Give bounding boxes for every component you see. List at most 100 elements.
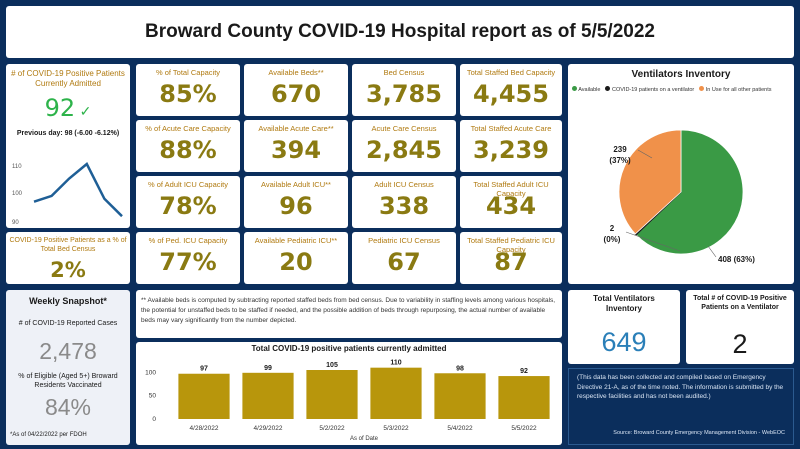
- metric-value: 88%: [159, 136, 217, 164]
- pie-slice: [618, 129, 682, 235]
- total-ventilators-value: 649: [601, 327, 647, 357]
- checkmark-icon: ✓: [79, 103, 92, 119]
- metric-card: Total Staffed Bed Capacity 4,455: [460, 64, 562, 116]
- metric-label: Total Staffed Acute Care: [470, 124, 552, 133]
- legend-dot-available: [572, 86, 577, 91]
- metric-value: 85%: [159, 80, 217, 108]
- bar-y-tick-label: 50: [149, 393, 157, 400]
- metric-card: Adult ICU Census 338: [352, 176, 456, 228]
- total-ventilators-card: Total Ventilators Inventory 649: [568, 290, 680, 364]
- legend-label-other: In Use for all other patients: [705, 87, 772, 93]
- metric-card: % of Adult ICU Capacity 78%: [136, 176, 240, 228]
- metric-label: Available Pediatric ICU**: [254, 236, 338, 245]
- vaccinated-value: 84%: [44, 394, 92, 420]
- source-text: Source: Broward County Emergency Managem…: [613, 430, 785, 436]
- bar: [242, 372, 294, 419]
- bar: [370, 367, 422, 419]
- metric-label: Available Adult ICU**: [261, 180, 331, 189]
- metric-value: 3,239: [473, 136, 549, 164]
- metric-card: Acute Care Census 2,845: [352, 120, 456, 172]
- previous-day-text: Previous day: 98 (-6.00 -6.12%): [16, 130, 120, 137]
- metric-card: Bed Census 3,785: [352, 64, 456, 116]
- ventilators-card: Ventilators Inventory Available COVID-19…: [568, 64, 794, 284]
- bar-category-label: 4/29/2022: [254, 425, 283, 432]
- metric-label: Total Staffed Bed Capacity: [466, 68, 556, 77]
- covid-ventilator-card: Total # of COVID-19 Positive Patients on…: [686, 290, 794, 364]
- legend-item-covid: COVID-19 patients on a ventilator: [605, 86, 694, 93]
- metric-value: 20: [279, 248, 313, 276]
- percent-census-card: COVID-19 Positive Patients as a % of Tot…: [6, 232, 130, 284]
- bar-y-tick-label: 100: [145, 369, 156, 376]
- metric-value: 394: [270, 136, 322, 164]
- metric-value: 67: [387, 248, 421, 276]
- metric-label: Total Staffed Pediatric ICU Capacity: [467, 236, 555, 254]
- available-beds-note-card: ** Available beds is computed by subtrac…: [136, 290, 562, 338]
- legend-label-available: Available: [578, 87, 601, 93]
- metric-value: 670: [270, 80, 322, 108]
- report-title-bar: Broward County COVID-19 Hospital report …: [6, 6, 794, 58]
- cases-label: # of COVID-19 Reported Cases: [18, 320, 118, 327]
- metric-value: 434: [485, 192, 537, 220]
- bar-chart-title: Total COVID-19 positive patients current…: [251, 344, 447, 353]
- metric-value: 338: [378, 192, 430, 220]
- ventilators-title: Ventilators Inventory: [631, 69, 731, 80]
- bar: [498, 376, 550, 419]
- metric-card: Total Staffed Pediatric ICU Capacity 87: [460, 232, 562, 284]
- admitted-trend-chart: 110 100 90: [12, 162, 123, 226]
- bar-y-tick-label: 0: [152, 416, 156, 423]
- admitted-card: # of COVID-19 Positive Patients Currentl…: [6, 64, 130, 228]
- admitted-bar-chart-card: Total COVID-19 positive patients current…: [136, 342, 562, 445]
- covid-ventilator-label: Total # of COVID-19 Positive Patients on…: [693, 295, 787, 311]
- trend-tick-100: 100: [12, 191, 23, 197]
- bar: [178, 373, 230, 419]
- percent-census-value: 2%: [50, 258, 86, 282]
- metric-card: Total Staffed Acute Care 3,239: [460, 120, 562, 172]
- admitted-label: # of COVID-19 Positive Patients Currentl…: [11, 69, 125, 88]
- metric-value: 4,455: [473, 80, 549, 108]
- total-ventilators-label: Total Ventilators Inventory: [593, 294, 655, 313]
- metric-label: % of Ped. ICU Capacity: [148, 236, 228, 245]
- trend-line: [33, 162, 123, 218]
- metric-label: Adult ICU Census: [374, 180, 434, 189]
- metric-card: Total Staffed Adult ICU Capacity 434: [460, 176, 562, 228]
- ventilators-pie-chart: 408 (63%) 2 (0%) 239 (37%): [604, 129, 755, 264]
- bar: [306, 370, 358, 419]
- metric-label: % of Total Capacity: [155, 68, 221, 77]
- bar-category-label: 4/28/2022: [190, 425, 219, 432]
- admitted-value: 92: [44, 94, 76, 122]
- bar-value-label: 92: [520, 368, 528, 375]
- pie-leader-line: [637, 149, 653, 159]
- trend-tick-110: 110: [12, 164, 22, 170]
- weekly-footnote: *As of 04/22/2022 per FDOH: [10, 432, 87, 438]
- ventilators-legend: Available COVID-19 patients on a ventila…: [572, 86, 792, 93]
- metric-card: % of Total Capacity 85%: [136, 64, 240, 116]
- bar-value-label: 110: [390, 360, 401, 367]
- percent-census-label: COVID-19 Positive Patients as a % of Tot…: [9, 237, 127, 253]
- metric-label: Available Beds**: [268, 68, 324, 77]
- disclaimer-panel: (This data has been collected and compil…: [568, 368, 794, 445]
- metric-card: % of Acute Care Capacity 88%: [136, 120, 240, 172]
- pie-slice-label: 408 (63%): [718, 255, 755, 264]
- bar-value-label: 98: [456, 365, 464, 372]
- bar-category-label: 5/4/2022: [447, 425, 473, 432]
- bar-category-label: 5/5/2022: [511, 425, 537, 432]
- metric-label: % of Acute Care Capacity: [145, 124, 231, 133]
- trend-tick-90: 90: [12, 220, 19, 226]
- bar-value-label: 99: [264, 365, 272, 372]
- weekly-title: Weekly Snapshot*: [29, 296, 107, 306]
- metric-card: Pediatric ICU Census 67: [352, 232, 456, 284]
- pie-slice-label: (0%): [604, 235, 621, 244]
- bar: [434, 373, 486, 419]
- pie-slice: [635, 129, 744, 255]
- metric-label: Bed Census: [383, 68, 425, 77]
- metric-label: Total Staffed Adult ICU Capacity: [473, 180, 549, 198]
- bar-value-label: 105: [326, 362, 338, 369]
- metric-card: % of Ped. ICU Capacity 77%: [136, 232, 240, 284]
- metric-value: 96: [279, 192, 313, 220]
- bar-category-label: 5/2/2022: [319, 425, 345, 432]
- metric-card: Available Acute Care** 394: [244, 120, 348, 172]
- metric-value: 87: [494, 248, 528, 276]
- metric-value: 78%: [159, 192, 217, 220]
- legend-item-other: In Use for all other patients: [699, 86, 772, 93]
- metric-card: Available Pediatric ICU** 20: [244, 232, 348, 284]
